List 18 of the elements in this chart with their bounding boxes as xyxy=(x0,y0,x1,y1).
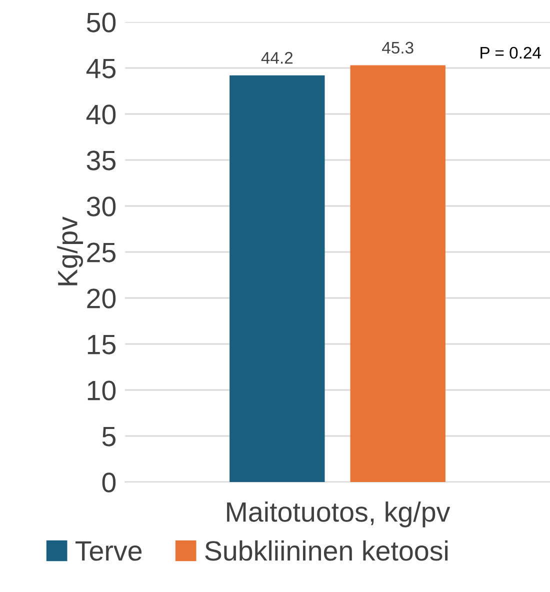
annotation: P = 0.24 xyxy=(480,46,542,59)
y-tick-label: 30 xyxy=(86,196,116,216)
y-tick-label: 5 xyxy=(102,426,116,446)
y-tick-label: 0 xyxy=(102,472,116,492)
y-tick-label: 10 xyxy=(88,380,116,400)
y-tick-label: 20 xyxy=(87,288,116,308)
legend-label: Subkliininen ketoosi xyxy=(205,540,448,561)
y-tick-label: 50 xyxy=(86,12,116,32)
legend-label: Terve xyxy=(76,541,142,561)
y-tick-label: 40 xyxy=(86,104,116,124)
x-tick-label: Maitotuotos, kg/pv xyxy=(227,501,450,528)
y-tick-label: 35 xyxy=(86,150,116,170)
y-axis-title: Kg/pv xyxy=(57,216,83,286)
y-tick-label: 45 xyxy=(86,58,116,78)
y-tick-label: 15 xyxy=(88,334,116,354)
data-label: 45.3 xyxy=(382,42,414,54)
data-label: 44.2 xyxy=(261,52,293,64)
y-tick-label: 25 xyxy=(87,242,116,262)
